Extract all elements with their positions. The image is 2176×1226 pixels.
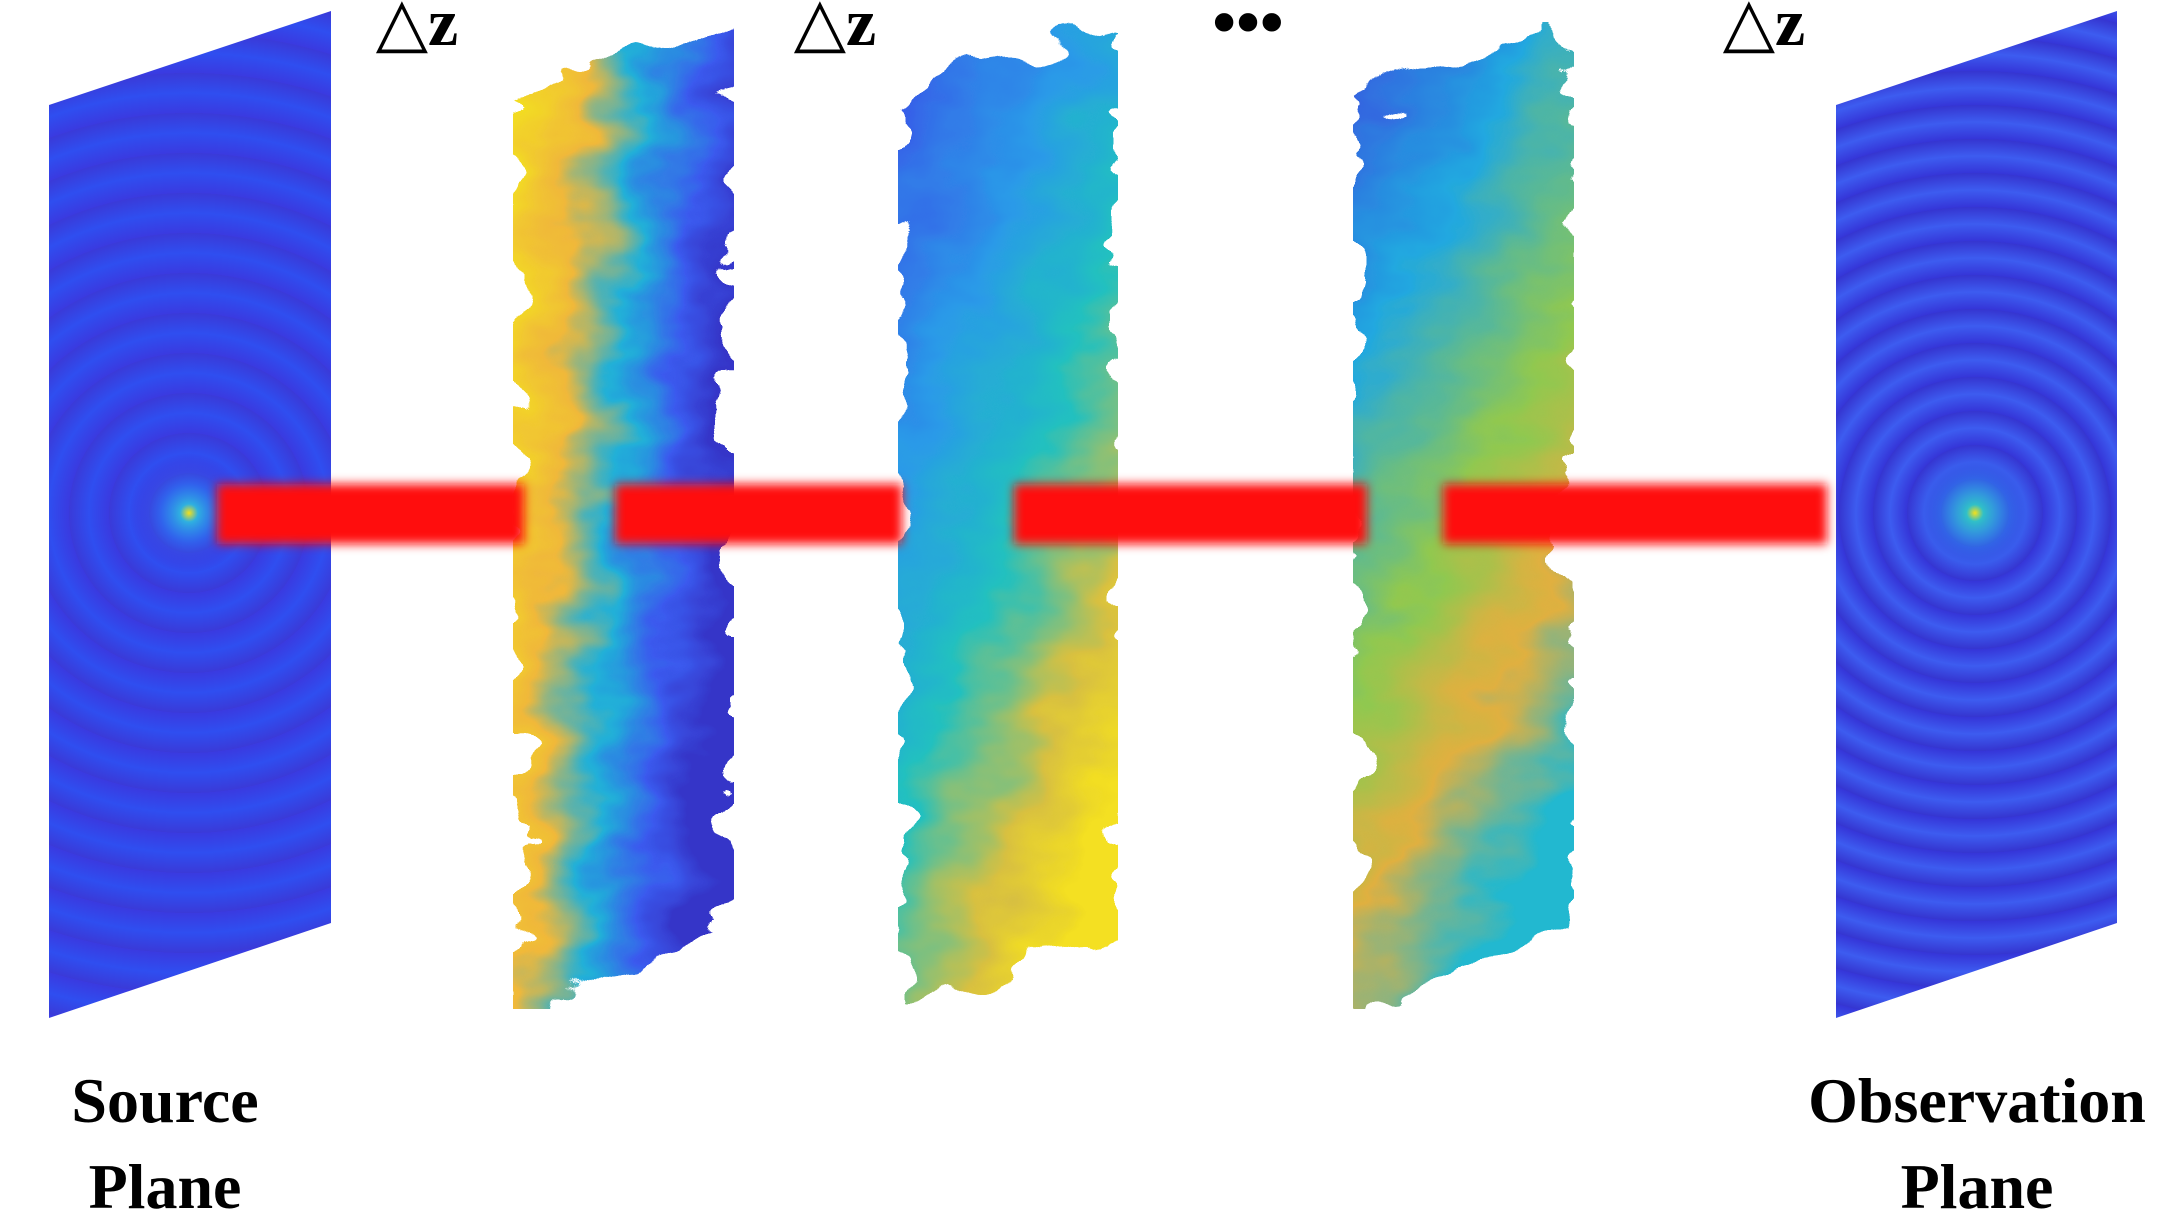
observation-plane [1836, 11, 2117, 1018]
beam [217, 484, 1827, 544]
delta-z-label: △z [1723, 0, 1805, 60]
phase-screen [898, 22, 1118, 1009]
delta-z-label: △z [376, 0, 458, 60]
observation-label: Observation [1808, 1065, 2146, 1136]
observation-label: Plane [1901, 1151, 2054, 1222]
ellipsis: ••• [1212, 0, 1283, 60]
source-label: Source [71, 1065, 258, 1136]
delta-z-label: △z [794, 0, 876, 60]
source-plane [49, 11, 331, 1018]
source-label: Plane [89, 1151, 242, 1222]
